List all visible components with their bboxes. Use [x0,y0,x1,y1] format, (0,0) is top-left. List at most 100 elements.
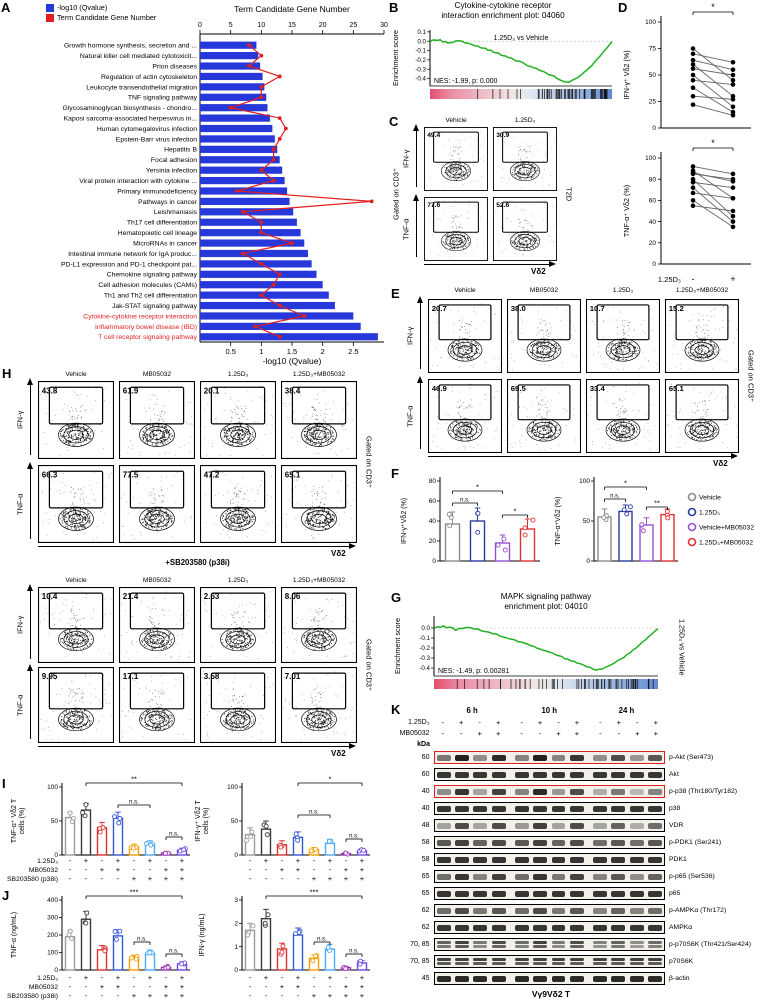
flow-col-header: 1.25D₃ [227,577,249,584]
panel-label-h: H [2,366,12,381]
blot-band [593,873,608,880]
k-bottom-label: Vγ9Vδ2 T [531,989,571,999]
pathway-bar [200,41,257,49]
blot-band [611,873,626,880]
flow-row-label: IFN-γ [15,410,25,430]
blot-band [436,856,451,863]
blot-band [491,771,506,778]
blot-band [551,924,566,931]
pathway-label: Hepatitis B [164,147,197,154]
flow-col-header: Vehicle [454,287,476,294]
blot-box [433,938,666,951]
blot-name: VDR [669,822,684,829]
matrix-symbol: + [328,856,333,865]
pathway-bar [200,166,283,174]
svg-text:-: - [692,274,695,284]
flow-gate [48,470,104,509]
bar-ylabel: IFN-γ⁺Vδ2 (%) [401,498,408,544]
matrix-symbol: - [249,865,252,874]
panel-bars-j: 0 100 200 300 400 *** n.s. n.s. TNF-α (ng/mL) 0 1 2… [0,888,388,1008]
gsea-title-line1: Cytokine-cytokine receptor [454,1,552,10]
flow-gate-value: 10.7 [590,304,605,313]
sig-label: n.s. [317,937,327,943]
flow-gate-value: 9.95 [42,672,58,681]
blot-name: p-PDK1 (Ser241) [669,839,722,846]
svg-text:30: 30 [380,22,388,29]
matrix-symbol: + [296,973,301,982]
matrix-symbol: + [328,973,333,982]
blot-band [551,890,566,897]
flow-col-header: 1.25D₃+MB05032 [292,577,346,584]
blot-kda: 65 [421,890,430,897]
pathway-bar [200,124,273,133]
blot-band [648,975,662,982]
blot-band [611,924,626,931]
blot-band [455,924,469,931]
pathway-bar [200,229,301,237]
pathway-bar [200,62,261,70]
sig-label: ** [131,775,137,784]
blot-band [648,754,662,761]
treatment-symbol: + [574,718,580,727]
treatment-symbol: - [636,718,639,727]
flow-plot: 10.7 [586,299,660,373]
matrix-symbol: - [313,982,316,991]
flow-gate [433,201,479,233]
treatment-label: 1.25D₃ [408,719,430,726]
blot-band [514,873,529,880]
pathway-label: Yersinia infection [146,168,197,175]
blot-band [473,856,488,863]
matrix-symbol: - [265,865,268,874]
blot-band [455,890,469,897]
flow-caption: +SB203580 (p38i) [165,558,230,567]
blot-band [648,907,662,914]
svg-text:-0.4: -0.4 [415,76,426,83]
bottom-axis-title: -log10 (Qvalue) [263,356,322,366]
gsea-title-line2: interaction enrichment plot: 04060 [441,11,565,20]
matrix-symbol: - [165,856,168,865]
flow-gate [596,384,650,421]
svg-text:-0.3: -0.3 [419,655,430,662]
matrix-symbol: + [328,874,333,883]
pathway-bar [200,333,378,341]
matrix-symbol: + [296,982,301,991]
blot-band [551,839,566,846]
x-axis-arrow [38,542,356,550]
blot-name: AMPKα [669,924,693,931]
legend-swatch [687,507,697,517]
blot-band [473,771,488,778]
matrix-symbol: + [344,865,349,874]
gsea-rank-bar [434,679,658,689]
kegg-legend: -log10 (Qvalue) Term Candidate Gene Numbe… [46,3,156,23]
svg-text:0.5: 0.5 [225,347,235,356]
blot-box [433,972,666,985]
blot-band [569,873,584,880]
blot-band [455,788,469,795]
blot-band [629,873,644,880]
treatment-symbol: - [538,729,542,738]
matrix-symbol: - [69,982,72,991]
gated-on-cd3-label: Gated on CD3⁺ [391,168,401,220]
blot-band [473,957,488,966]
blot-band [455,975,469,982]
matrix-symbol: - [281,874,284,883]
flow-plot: 46.9 [428,379,502,453]
pathway-bar [200,291,329,299]
blot-band [648,957,662,966]
matrix-symbol: - [249,973,252,982]
sig-label: * [711,2,715,12]
gated-on-cd3-label: Gated on CD3⁺ [746,350,756,402]
matrix-symbol: + [148,973,153,982]
pathway-label: Cytokine-cytokine receptor interaction [83,313,197,320]
svg-text:50: 50 [583,518,591,525]
blot-band [569,907,584,914]
pathway-bar [200,249,308,258]
flow-plot: 7.01 [281,667,357,743]
blot-band [473,907,488,914]
bar-ylabel: IFN-γ⁺ Vδ2 T [195,800,202,842]
pathway-bar [200,281,323,289]
matrix-symbol: + [344,991,349,1000]
blot-rows-container: 6 h 10 h 24 h 1.25D₃ - + - + - + - + - + - + MB05032 - - + +… [388,702,761,999]
blot-band [514,788,529,795]
